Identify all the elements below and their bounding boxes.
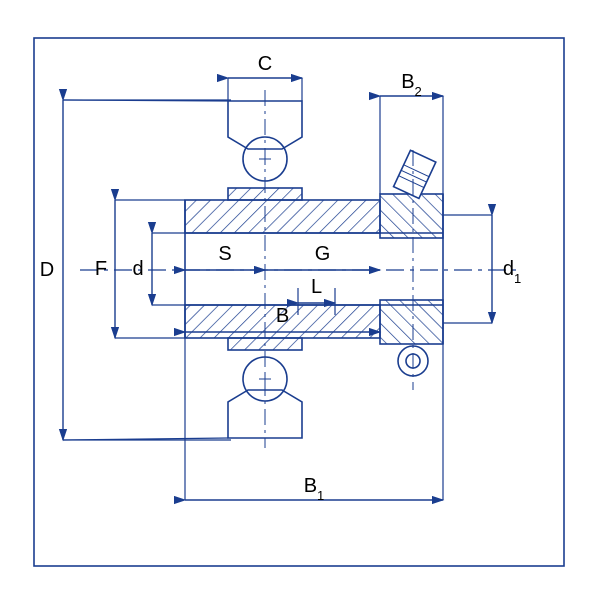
dim-label: S <box>218 243 231 265</box>
dim-label: G <box>315 243 331 265</box>
dim-label: D <box>40 259 54 281</box>
dim-label: B <box>276 305 289 327</box>
dim-label: d <box>132 258 143 280</box>
dim-label: d1 <box>503 258 521 286</box>
dim-label: B2 <box>401 71 422 99</box>
dim-label: F <box>95 258 107 280</box>
dim-label: L <box>311 276 322 298</box>
dim-label: C <box>258 53 272 75</box>
dim-label: B1 <box>304 475 325 503</box>
